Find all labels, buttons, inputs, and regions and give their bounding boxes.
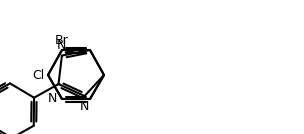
Text: N: N bbox=[57, 39, 67, 52]
Text: N: N bbox=[80, 100, 89, 113]
Text: Cl: Cl bbox=[32, 68, 44, 81]
Text: Br: Br bbox=[55, 34, 69, 47]
Text: N: N bbox=[48, 92, 57, 105]
